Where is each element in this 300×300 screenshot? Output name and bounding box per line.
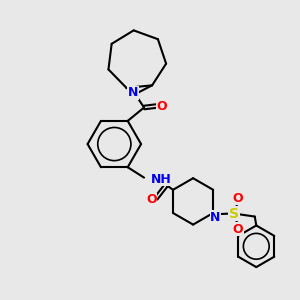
- Text: N: N: [210, 211, 221, 224]
- Text: O: O: [233, 192, 244, 205]
- Text: O: O: [157, 100, 167, 112]
- Text: O: O: [233, 223, 244, 236]
- Text: NH: NH: [151, 172, 171, 186]
- Text: O: O: [146, 194, 157, 206]
- Text: N: N: [128, 86, 138, 99]
- Text: S: S: [229, 207, 239, 220]
